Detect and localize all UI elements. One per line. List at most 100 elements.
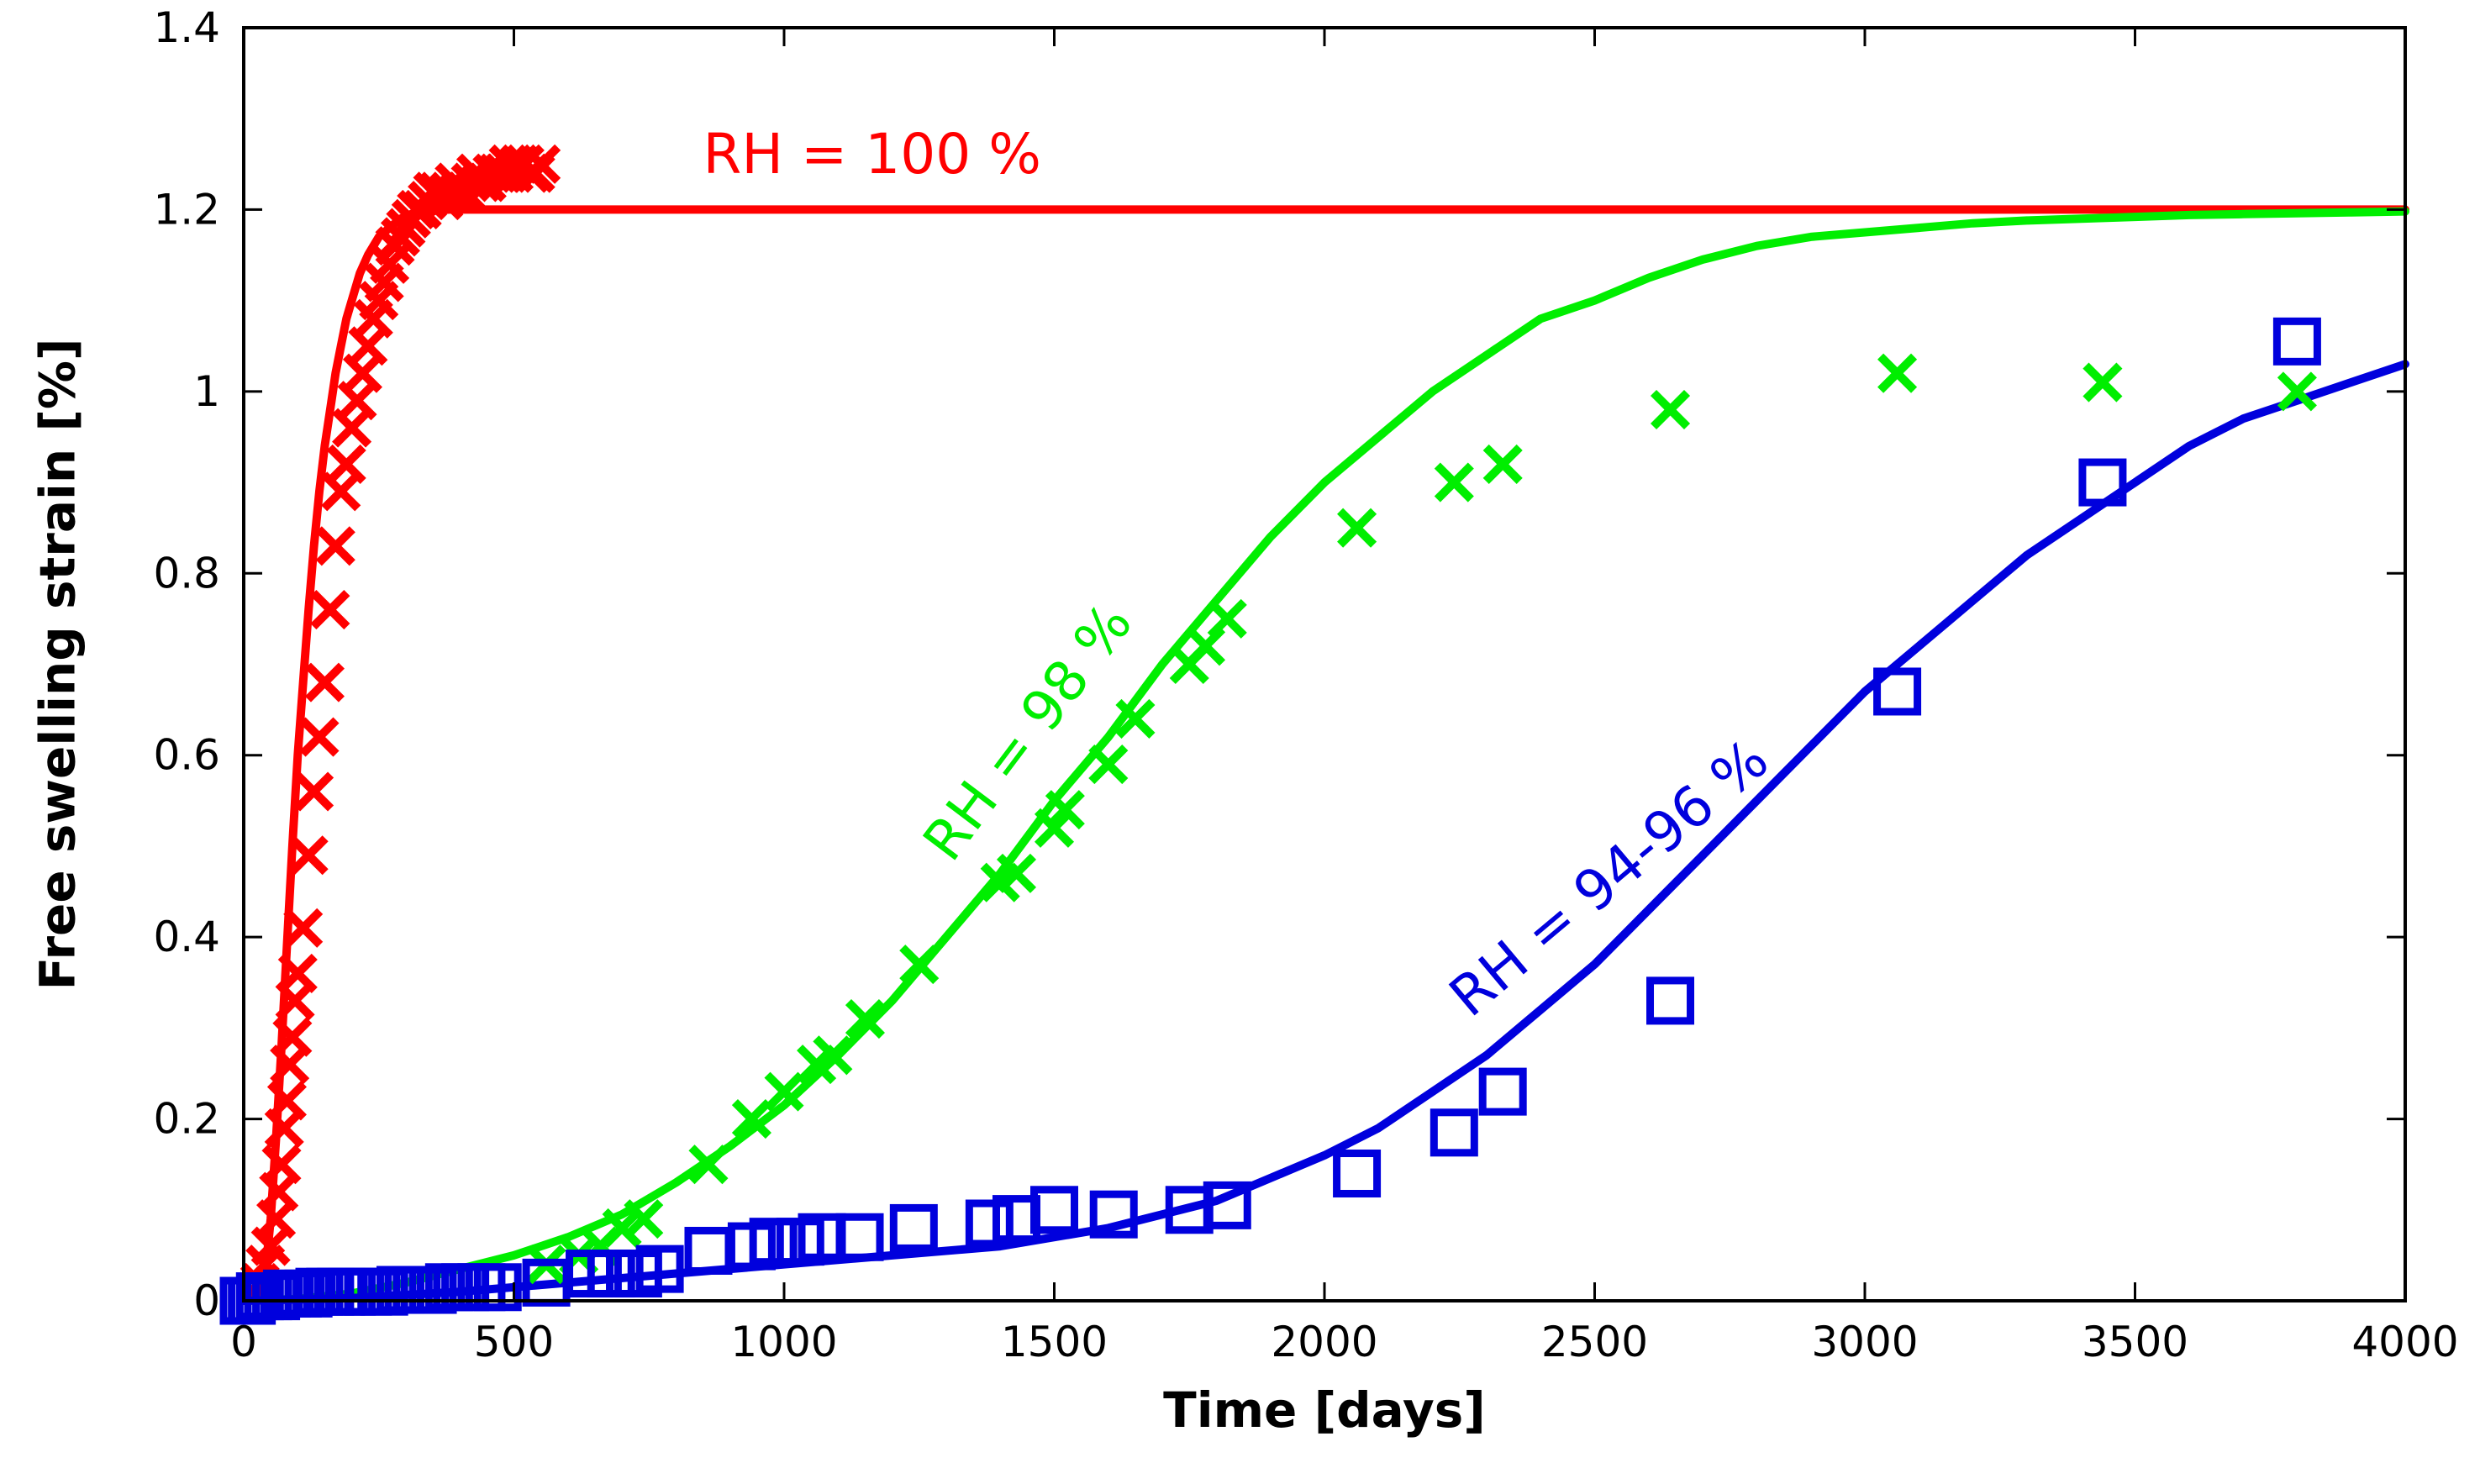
rh-100-data-point [304,662,345,703]
x-marker-stroke [1045,790,1085,830]
x-marker-stroke [283,908,324,948]
rh-98-data-point [2082,362,2123,403]
y-tick-label: 0.4 [153,913,220,961]
x-marker-stroke [272,1017,313,1057]
rh-100-data-point [283,908,324,948]
rh-98-data-point [1650,389,1691,430]
rh-94-96-data-point [1478,1067,1527,1116]
x-tick-label: 0 [230,1318,257,1366]
x-tick-label: 1500 [1001,1318,1108,1366]
rh-94-96-data-point [1430,1108,1478,1157]
rh-98-data-point [1088,745,1129,785]
rh-98-data-point [624,1199,664,1239]
rh-98-model-curve [240,207,2409,1305]
rh-94-96-data-point [587,1250,635,1298]
x-axis-label: Time [days] [1163,1381,1486,1439]
y-tick-label: 0.2 [153,1095,220,1144]
x-marker-stroke [304,662,345,703]
rh-94-96-data-point [965,1199,1014,1248]
rh-94-96-data-point [635,1245,684,1293]
rh-98-data-point [1434,462,1474,503]
x-marker-stroke [275,981,315,1021]
x-marker-stroke [1034,808,1075,848]
x-marker-stroke [731,1099,771,1139]
x-marker-stroke [899,945,940,985]
rh-94-96-data-point [835,1213,884,1261]
rh-98-data-point [1034,808,1075,848]
x-marker-stroke [342,353,382,393]
y-tick-label: 0.8 [153,549,220,597]
x-marker-stroke [256,1199,297,1239]
x-tick-label: 1000 [730,1318,837,1366]
rh-94-96-data-point [1089,1190,1138,1239]
x-marker-stroke [261,1145,302,1185]
rh-98-data-point [1877,353,1918,393]
rh-100-data-point [310,590,350,630]
y-tick-label: 1.2 [153,185,220,234]
annotation-rh100: RH = 100 % [703,122,1041,187]
y-tick-label: 1 [193,367,220,416]
rh-100-data-point [326,444,366,484]
x-marker-stroke [1088,745,1129,785]
x-marker-stroke [1482,444,1523,484]
rh-100-data-point [261,1145,302,1185]
x-tick-label: 500 [474,1318,554,1366]
x-marker-stroke [813,1035,853,1076]
x-marker-stroke [288,835,329,876]
rh-100-data-point [272,1017,313,1057]
rh-98-data-point [764,1071,804,1112]
x-marker-stroke [315,526,355,566]
rh-94-96-data-point [2272,317,2321,366]
x-marker-stroke [259,1171,299,1212]
rh-100-data-point [288,835,329,876]
x-marker-stroke [250,1226,291,1266]
rh-98-data-point [1115,698,1156,739]
rh-98-data-point [996,853,1037,893]
rh-98-data-point [845,999,885,1039]
rh-100-data-point [521,144,561,184]
x-marker-stroke [1207,598,1247,639]
x-marker-stroke [1650,389,1691,430]
rh-98-data-point [688,1145,729,1185]
rh-94-96-data-point [749,1218,798,1266]
rh-100-data-point [315,526,355,566]
rh-94-96-data-point [1203,1181,1251,1229]
x-marker-stroke [348,326,388,366]
x-tick-label: 2000 [1271,1318,1377,1366]
rh-98-data-point [1337,508,1377,548]
x-marker-stroke [521,144,561,184]
y-tick-label: 1.4 [153,3,220,52]
x-marker-stroke [299,717,340,757]
x-marker-stroke [1337,508,1377,548]
rh-98-data-point [1207,598,1247,639]
rh-94-96-data-point [1333,1150,1382,1197]
x-marker-stroke [321,471,361,512]
x-marker-stroke [270,1045,310,1085]
x-marker-stroke [996,853,1037,893]
rh-98-data-point [731,1099,771,1139]
series-layer [219,144,2409,1325]
x-marker-stroke [326,444,366,484]
rh-100-data-point [277,953,318,993]
rh-94-96-data-point [2078,458,2127,507]
x-marker-stroke [2277,371,2317,412]
x-marker-stroke [1434,462,1474,503]
rh-98-data-point [813,1035,853,1076]
y-tick-label: 0 [193,1276,220,1325]
x-marker-stroke [337,381,377,421]
rh-98-data-point [602,1208,642,1248]
x-tick-label: 3500 [2082,1318,2188,1366]
rh-100-data-point [266,1081,307,1121]
x-marker-stroke [2082,362,2123,403]
x-tick-label: 3000 [1811,1318,1918,1366]
rh-98-data-point [899,945,940,985]
y-axis-label: Free swelling strain [%] [29,339,86,991]
rh-94-96-data-point [1646,976,1695,1025]
x-marker-stroke [688,1145,729,1185]
rh-100-data-point [294,771,334,812]
x-marker-stroke [845,999,885,1039]
rh-98-data-point [1482,444,1523,484]
x-marker-stroke [1877,353,1918,393]
